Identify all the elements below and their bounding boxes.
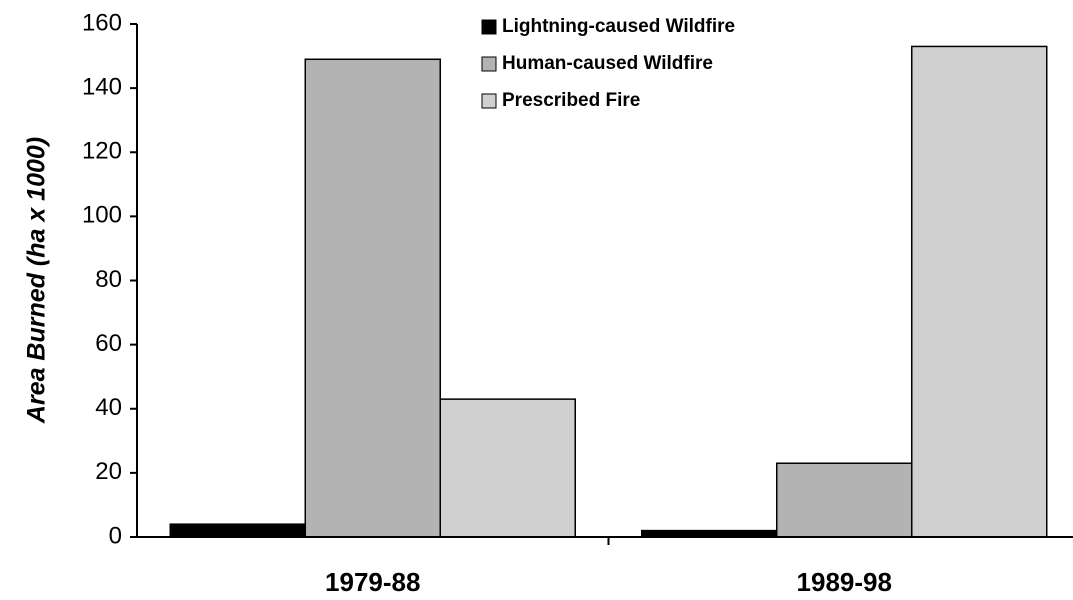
- bar: [304, 58, 441, 538]
- y-tick-label: 60: [95, 330, 122, 357]
- bar: [169, 523, 306, 538]
- y-tick-label: 120: [82, 138, 122, 165]
- y-tick-label: 100: [82, 202, 122, 229]
- y-tick-label: 40: [95, 394, 122, 421]
- bar: [439, 398, 576, 538]
- legend-label: Human-caused Wildfire: [502, 53, 713, 74]
- bar: [776, 462, 913, 538]
- x-tick-label: 1989-98: [797, 567, 892, 597]
- legend-swatch: [481, 56, 497, 72]
- legend-label: Lightning-caused Wildfire: [502, 16, 735, 37]
- y-tick-label: 160: [82, 9, 122, 36]
- y-axis-label: Area Burned (ha x 1000): [23, 137, 51, 424]
- y-tick-label: 20: [95, 458, 122, 485]
- x-tick-label: 1979-88: [325, 567, 420, 597]
- y-tick-label: 0: [109, 522, 122, 549]
- bar: [911, 45, 1048, 538]
- legend-label: Prescribed Fire: [502, 90, 640, 111]
- y-tick-label: 140: [82, 73, 122, 100]
- y-tick-label: 80: [95, 266, 122, 293]
- legend-swatch: [481, 19, 497, 35]
- legend-swatch: [481, 93, 497, 109]
